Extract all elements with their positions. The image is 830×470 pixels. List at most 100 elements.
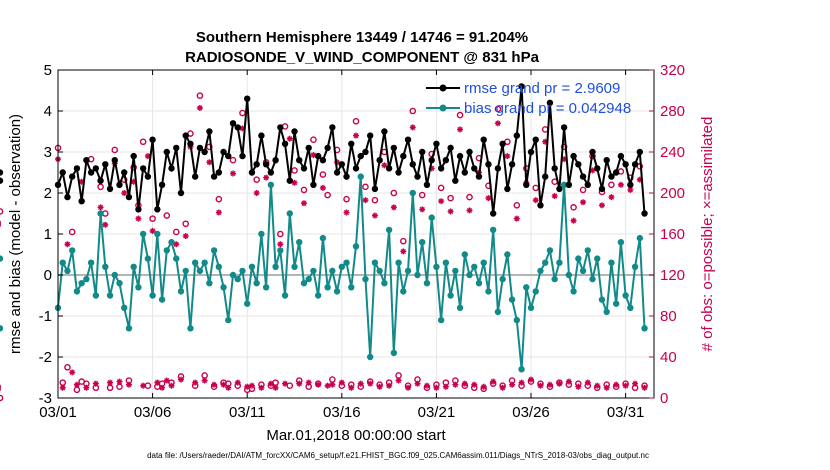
- possible-obs-marker: [371, 196, 379, 204]
- bias-point: [570, 288, 577, 295]
- bias-point: [594, 255, 601, 262]
- rmse-point: [348, 140, 355, 147]
- rmse-point: [551, 165, 558, 172]
- bias-point: [419, 239, 426, 246]
- bias-point: [182, 267, 189, 275]
- rmse-point: [612, 169, 620, 176]
- rmse-point: [333, 169, 341, 176]
- bias-point: [267, 181, 275, 188]
- rmse-point: [78, 198, 85, 205]
- possible-obs-marker: [97, 183, 104, 191]
- bias-point: [617, 239, 625, 246]
- rmse-point: [499, 140, 506, 147]
- bias-point: [83, 275, 90, 283]
- y2-tick-label: 240: [660, 144, 685, 161]
- possible-obs-marker: [409, 107, 417, 115]
- rmse-point: [456, 152, 464, 160]
- x-tick-label: 03/11: [229, 404, 265, 421]
- bias-point: [68, 247, 76, 254]
- assimilated-obs-marker: [296, 380, 303, 387]
- bias-point: [300, 280, 308, 287]
- assimilated-obs-marker: [338, 379, 345, 386]
- possible-obs-marker: [196, 92, 204, 99]
- assimilated-obs-marker: [291, 179, 298, 186]
- rmse-point: [201, 148, 208, 156]
- assimilated-obs-marker: [371, 212, 378, 219]
- assimilated-obs-marker: [277, 241, 284, 248]
- x-tick-label: 03/16: [323, 404, 361, 421]
- bias-point: [97, 210, 104, 217]
- bias-point: [409, 189, 416, 197]
- rmse-point: [409, 161, 416, 168]
- data-file-footnote: data file: /Users/raeder/DAI/ATM_forcXX/…: [147, 451, 649, 460]
- assimilated-obs-marker: [154, 379, 161, 386]
- rmse-point: [423, 181, 431, 188]
- bias-point: [414, 271, 421, 279]
- rmse-point: [59, 169, 66, 176]
- y-axis-label: rmse and bias (model - observation): [7, 114, 24, 354]
- assimilated-obs-marker: [499, 384, 506, 391]
- assimilated-obs-marker: [457, 126, 464, 133]
- assimilated-obs-marker: [433, 384, 440, 391]
- assimilated-obs-marker: [461, 380, 468, 387]
- rmse-point: [305, 144, 312, 152]
- rmse-point: [504, 185, 511, 193]
- bias-point: [499, 275, 506, 283]
- rmse-point: [542, 173, 549, 180]
- y2-axis-label: # of obs: o=possible; ×=assimilated: [699, 117, 716, 352]
- bias-point: [177, 288, 185, 295]
- bias-point: [106, 292, 114, 299]
- bias-point: [527, 304, 535, 311]
- assimilated-obs-marker: [159, 384, 166, 391]
- assimilated-obs-marker: [272, 384, 279, 391]
- rmse-point: [239, 152, 246, 160]
- rmse-point: [560, 124, 568, 131]
- assimilated-obs-marker: [263, 174, 270, 181]
- assimilated-obs-marker: [230, 170, 237, 177]
- bias-point: [291, 263, 298, 270]
- assimilated-obs-marker: [438, 198, 445, 205]
- assimilated-obs-marker: [480, 383, 487, 390]
- bias-point: [400, 288, 407, 295]
- rmse-point: [64, 193, 71, 201]
- assimilated-obs-marker: [121, 190, 128, 196]
- assimilated-obs-marker: [551, 193, 558, 200]
- bias-point: [210, 247, 218, 254]
- possible-obs-marker: [0, 208, 4, 215]
- rmse-point: [225, 152, 232, 160]
- rmse-point: [130, 152, 137, 160]
- rmse-point: [168, 165, 175, 172]
- assimilated-obs-marker: [116, 378, 123, 385]
- possible-obs-marker: [494, 105, 502, 113]
- possible-obs-marker: [116, 383, 123, 391]
- possible-obs-marker: [395, 372, 402, 379]
- rmse-point: [622, 161, 629, 168]
- bias-point: [258, 230, 265, 238]
- bias-point: [560, 181, 568, 188]
- bias-point: [404, 267, 412, 275]
- assimilated-obs-marker: [400, 248, 407, 255]
- bias-point: [641, 325, 648, 332]
- bias-point: [348, 284, 355, 291]
- rmse-point: [480, 136, 487, 143]
- rmse-point: [182, 132, 189, 139]
- assimilated-obs-marker: [528, 376, 535, 383]
- assimilated-obs-marker: [149, 227, 156, 234]
- assimilated-obs-marker: [452, 381, 459, 388]
- assimilated-obs-marker: [409, 124, 416, 131]
- rmse-point: [518, 83, 525, 90]
- rmse-point: [357, 152, 364, 160]
- rmse-point: [125, 193, 133, 201]
- bias-point: [475, 280, 483, 287]
- bias-point: [173, 255, 180, 262]
- bias-point: [0, 255, 4, 262]
- bias-point: [565, 271, 573, 279]
- rmse-point: [366, 132, 374, 139]
- rmse-point: [395, 169, 402, 176]
- rmse-point: [173, 144, 180, 152]
- assimilated-obs-marker: [107, 379, 114, 386]
- y2-tick-label: 160: [660, 226, 685, 243]
- possible-obs-marker: [149, 215, 156, 222]
- assimilated-obs-marker: [603, 384, 610, 391]
- assimilated-obs-marker: [244, 383, 251, 390]
